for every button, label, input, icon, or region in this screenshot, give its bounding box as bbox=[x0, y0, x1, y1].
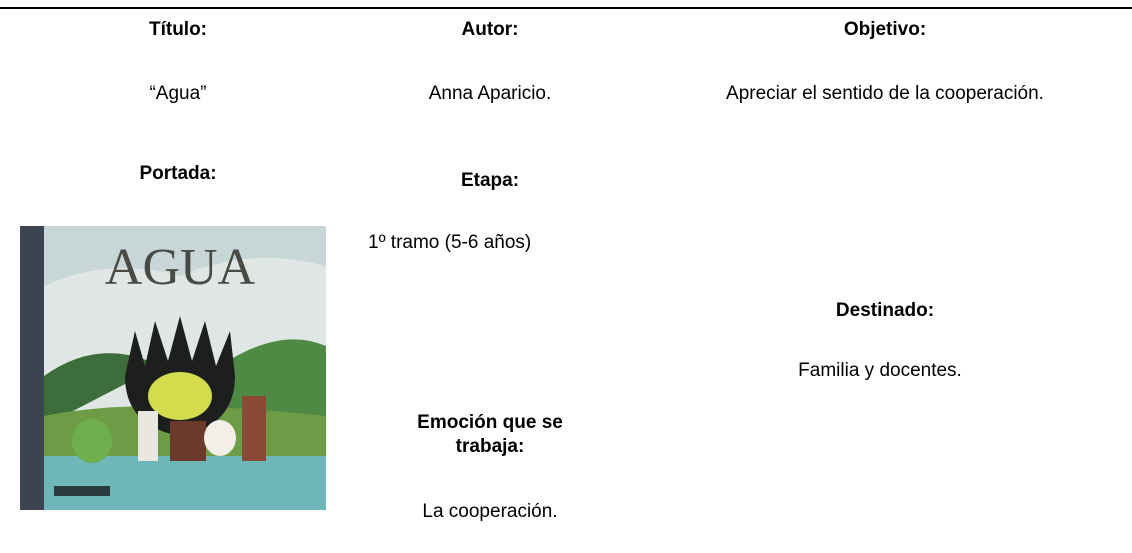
label: Etapa: bbox=[460, 170, 520, 191]
book-cover: AGUA bbox=[20, 226, 326, 510]
value: Familia y docentes. bbox=[798, 360, 962, 381]
label: Portada: bbox=[139, 163, 217, 184]
value: Anna Aparicio. bbox=[428, 83, 552, 104]
value: La cooperación. bbox=[422, 501, 558, 522]
label: Autor: bbox=[461, 19, 519, 40]
label: Destinado: bbox=[835, 300, 935, 321]
cover-title: AGUA bbox=[105, 239, 256, 296]
label: Emoción que se trabaja: bbox=[417, 412, 563, 457]
top-rule bbox=[0, 7, 1132, 9]
label: Título: bbox=[148, 19, 208, 40]
value: 1º tramo (5-6 años) bbox=[368, 232, 532, 253]
label: Objetivo: bbox=[843, 19, 927, 40]
value: “Agua” bbox=[149, 83, 207, 104]
value: Apreciar el sentido de la cooperación. bbox=[726, 83, 1044, 104]
